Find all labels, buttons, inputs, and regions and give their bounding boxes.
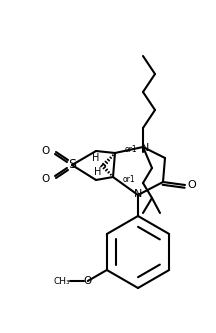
- Text: H: H: [92, 153, 100, 163]
- Text: H: H: [94, 167, 102, 177]
- Text: or1: or1: [125, 146, 138, 155]
- Text: O: O: [84, 276, 92, 286]
- Text: or1: or1: [123, 175, 136, 184]
- Text: O: O: [41, 146, 49, 156]
- Text: CH₃: CH₃: [53, 276, 70, 285]
- Text: N: N: [134, 189, 142, 199]
- Text: S: S: [68, 159, 76, 171]
- Text: O: O: [41, 174, 49, 184]
- Text: O: O: [188, 180, 196, 190]
- Text: N: N: [141, 143, 149, 153]
